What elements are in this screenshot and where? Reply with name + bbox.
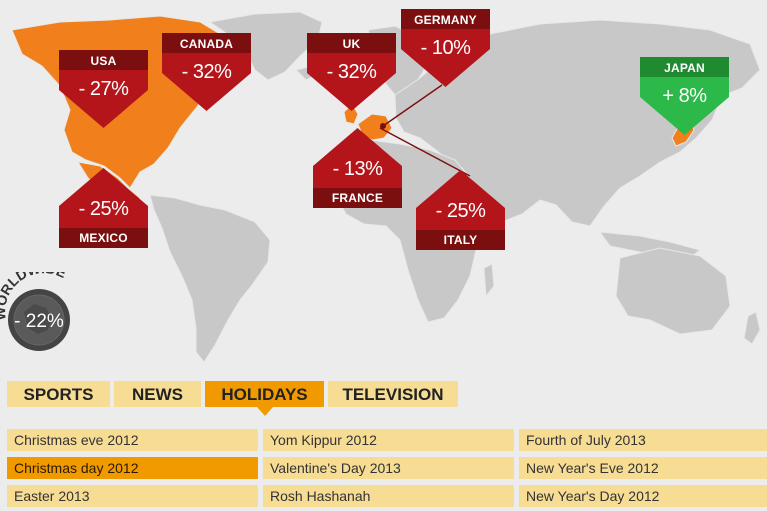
event-item[interactable]: New Year's Day 2012 <box>519 485 767 507</box>
marker-japan-name: JAPAN <box>664 61 705 75</box>
marker-uk-name: UK <box>342 37 361 51</box>
tab-news[interactable]: NEWS <box>114 381 201 407</box>
marker-mexico-value: - 25% <box>78 198 129 220</box>
event-item[interactable]: Christmas eve 2012 <box>7 429 258 451</box>
event-item[interactable]: Rosh Hashanah <box>263 485 514 507</box>
marker-usa-value: - 27% <box>78 78 129 100</box>
marker-mexico[interactable]: - 25% MEXICO <box>59 168 148 248</box>
marker-mexico-shape <box>59 168 148 248</box>
marker-germany-name: GERMANY <box>414 13 477 27</box>
marker-mexico-name: MEXICO <box>79 231 128 245</box>
event-item-selected[interactable]: Christmas day 2012 <box>7 457 258 479</box>
marker-canada-value: - 32% <box>181 61 232 83</box>
event-item[interactable]: Yom Kippur 2012 <box>263 429 514 451</box>
marker-usa-shape <box>59 50 148 128</box>
event-item[interactable]: Valentine's Day 2013 <box>263 457 514 479</box>
marker-canada-name: CANADA <box>179 37 234 51</box>
marker-france-shape <box>313 128 402 208</box>
marker-italy-shape <box>416 170 505 250</box>
worldwide-badge: WORLDWIDE - 22% <box>0 272 70 351</box>
tab-holidays[interactable]: HOLIDAYS <box>205 381 324 416</box>
tab-television[interactable]: TELEVISION <box>328 381 458 407</box>
marker-japan-value: + 8% <box>662 85 707 107</box>
marker-germany-shape <box>401 9 490 87</box>
marker-uk-shape <box>307 33 396 111</box>
event-item[interactable]: Easter 2013 <box>7 485 258 507</box>
marker-italy-value: - 25% <box>435 200 486 222</box>
event-item[interactable]: Fourth of July 2013 <box>519 429 767 451</box>
marker-japan[interactable]: JAPAN + 8% <box>640 57 729 137</box>
worldwide-value: - 22% <box>14 311 64 332</box>
marker-canada-shape <box>162 33 251 111</box>
marker-france-name: FRANCE <box>331 191 384 205</box>
marker-germany[interactable]: GERMANY - 10% <box>401 9 490 89</box>
marker-germany-value: - 10% <box>420 37 471 59</box>
marker-france-value: - 13% <box>332 158 383 180</box>
marker-uk[interactable]: UK - 32% <box>307 33 396 113</box>
marker-japan-shape <box>640 57 729 135</box>
marker-usa[interactable]: USA - 27% <box>59 50 148 130</box>
marker-uk-value: - 32% <box>326 61 377 83</box>
event-item[interactable]: New Year's Eve 2012 <box>519 457 767 479</box>
tab-sports[interactable]: SPORTS <box>7 381 110 407</box>
marker-italy[interactable]: - 25% ITALY <box>416 170 505 250</box>
marker-italy-name: ITALY <box>443 233 478 247</box>
marker-france[interactable]: - 13% FRANCE <box>313 128 402 208</box>
marker-usa-name: USA <box>90 54 117 68</box>
marker-canada[interactable]: CANADA - 32% <box>162 33 251 113</box>
